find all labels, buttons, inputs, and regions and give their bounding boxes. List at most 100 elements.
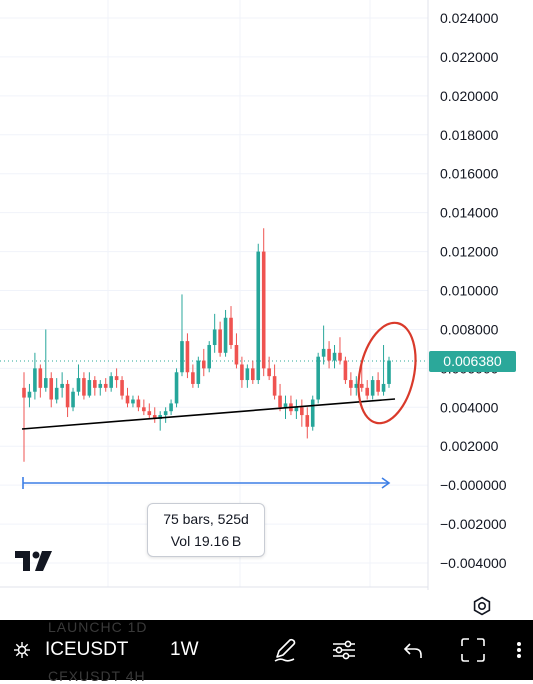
candle-body: [321, 348, 326, 357]
candle-body: [60, 383, 64, 388]
candle-body: [300, 407, 304, 416]
price-tick-label: 0.018000: [440, 127, 499, 143]
candle-body: [338, 352, 342, 361]
candle-body: [76, 378, 81, 392]
candle-body: [283, 403, 288, 408]
candle-body: [49, 378, 54, 400]
candle-body: [152, 415, 157, 419]
candle-body: [343, 360, 348, 381]
candle-body: [272, 376, 277, 396]
measure-bars: 75 bars, 525d: [163, 511, 249, 527]
interval-button[interactable]: 1W: [170, 639, 199, 660]
candle-body: [245, 368, 250, 381]
candle-body: [359, 383, 364, 388]
range-arrow: [381, 477, 391, 489]
candle-body: [114, 376, 119, 381]
candle-body: [201, 360, 206, 369]
price-scale[interactable]: 0.024000 0.022000 0.020000 0.018000 0.016000…: [440, 10, 507, 571]
highlight-ellipse[interactable]: [350, 318, 424, 429]
candle-body: [332, 352, 337, 361]
ghost-symbol-top: LAUNCHC 1D: [48, 619, 148, 635]
last-price-label: 0.006380: [429, 351, 516, 372]
price-tick-label: 0.004000: [440, 399, 499, 415]
symbol-menu-icon[interactable]: [12, 620, 32, 680]
indicators-sliders-icon[interactable]: [331, 620, 357, 680]
grid-lines: [0, 0, 428, 587]
candle-body: [278, 395, 282, 408]
candle-body: [27, 391, 32, 398]
candle-body: [267, 368, 271, 377]
candle-body: [327, 348, 331, 361]
price-tick-label: 0.016000: [440, 166, 499, 182]
candle-body: [98, 383, 103, 388]
candle-body: [33, 368, 37, 392]
price-tick-label: 0.008000: [440, 321, 499, 337]
candle-body: [376, 380, 380, 392]
candle-body: [38, 368, 43, 388]
chart-area[interactable]: 0.024000 0.022000 0.020000 0.018000 0.016000…: [0, 0, 533, 616]
candle-body: [180, 341, 184, 373]
candle-body: [142, 407, 146, 412]
price-tick-label: 0.002000: [440, 438, 499, 454]
chart-settings-icon[interactable]: [472, 596, 492, 621]
fullscreen-icon[interactable]: [460, 620, 486, 680]
price-tick-label: −0.002000: [440, 516, 507, 532]
candle-body: [381, 383, 386, 392]
price-tick-label: 0.020000: [440, 88, 499, 104]
candle-body: [82, 378, 86, 396]
bottom-toolbar: LAUNCHC 1D CFXUSDT 4H ICEUSDT 1W: [0, 619, 533, 684]
candle-body: [207, 345, 212, 369]
price-tick-label: 0.024000: [440, 10, 499, 26]
price-tick-label: −0.004000: [440, 555, 507, 571]
candle-body: [125, 395, 130, 404]
candle-body: [131, 399, 135, 404]
symbol-button[interactable]: ICEUSDT: [45, 639, 129, 660]
candle-body: [251, 368, 255, 381]
candle-body: [71, 391, 75, 408]
candle-body: [174, 372, 179, 404]
candle-body: [370, 380, 375, 396]
candle-body: [65, 383, 70, 408]
candle-body: [229, 317, 233, 346]
undo-icon[interactable]: [402, 620, 424, 680]
candles: [22, 228, 391, 462]
candle-body: [316, 356, 320, 400]
candle-body: [109, 376, 113, 388]
candle-body: [305, 415, 310, 427]
candle-body: [354, 383, 359, 388]
candle-body: [310, 399, 315, 427]
price-tick-label: 0.012000: [440, 244, 499, 260]
candle-body: [103, 383, 108, 388]
candle-body: [147, 411, 152, 416]
candle-body: [212, 329, 217, 346]
candle-body: [43, 378, 48, 388]
price-chart[interactable]: 0.024000 0.022000 0.020000 0.018000 0.016000…: [0, 0, 533, 590]
date-range-measure[interactable]: [22, 477, 391, 489]
candle-body: [54, 387, 59, 400]
candle-body: [349, 380, 353, 388]
price-tick-label: 0.010000: [440, 283, 499, 299]
candle-body: [158, 415, 162, 419]
candle-body: [261, 251, 266, 369]
candle-body: [218, 329, 222, 353]
candle-body: [365, 387, 370, 396]
candle-body: [191, 372, 195, 384]
more-icon[interactable]: [514, 620, 533, 680]
candle-body: [93, 380, 97, 388]
candle-body: [185, 341, 190, 373]
candle-body: [169, 403, 173, 412]
trendline[interactable]: [21, 398, 396, 430]
price-tick-label: −0.000000: [440, 477, 507, 493]
candle-body: [163, 411, 168, 416]
drawing-pen-icon[interactable]: [272, 620, 298, 680]
candle-body: [196, 360, 201, 384]
measure-tooltip: 75 bars, 525d Vol 19.16 B: [147, 503, 265, 557]
candle-body: [387, 360, 391, 384]
measure-volume: Vol 19.16 B: [170, 533, 242, 549]
candle-body: [120, 380, 124, 396]
tradingview-logo-icon[interactable]: [15, 551, 53, 576]
candle-body: [240, 364, 244, 381]
candle-body: [234, 345, 239, 365]
candle-body: [136, 399, 141, 408]
price-tick-label: 0.022000: [440, 49, 499, 65]
